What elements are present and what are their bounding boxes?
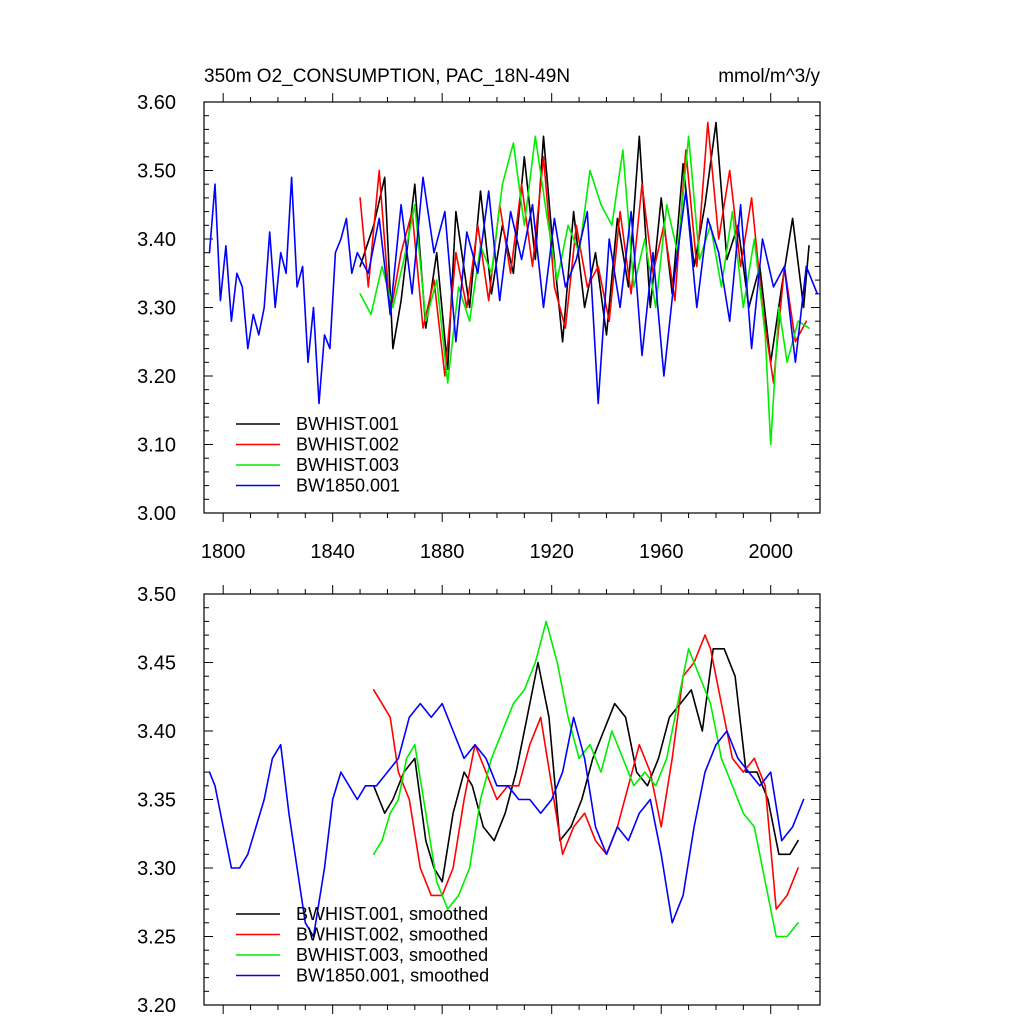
series-line-bwhist-002 xyxy=(359,121,808,384)
panel-bottom: 3.20 3.25 3.30 3.35 3.40 3.45 3.50 BWHIST.001, … xyxy=(137,584,821,1017)
y-tick-label: 3.30 xyxy=(137,858,176,880)
x-tick-label: 2000 xyxy=(748,541,793,563)
y-tick-label: 3.10 xyxy=(137,435,176,457)
series-line-bw1850-001 xyxy=(208,176,819,405)
x-tick-label: 1920 xyxy=(529,541,574,563)
y-tick-label: 3.60 xyxy=(137,92,176,114)
panel-top: 350m O2_CONSUMPTION, PAC_18N-49N mmol/m^… xyxy=(137,66,821,563)
series-line-bwhist-001-smoothed xyxy=(372,647,799,883)
y-tick-label: 3.20 xyxy=(137,366,176,388)
chart-units: mmol/m^3/y xyxy=(718,66,820,87)
x-tick-label: 1960 xyxy=(639,541,684,563)
y-tick-label: 3.40 xyxy=(137,721,176,743)
y-tick-label: 3.00 xyxy=(137,503,176,525)
series-line-bwhist-003 xyxy=(359,135,810,446)
legend-label: BWHIST.003 xyxy=(296,455,399,475)
y-tick-label: 3.45 xyxy=(137,653,176,675)
legend-label: BWHIST.001, smoothed xyxy=(296,904,488,924)
legend-label: BWHIST.001 xyxy=(296,414,399,434)
x-tick-label: 1800 xyxy=(201,541,246,563)
legend-label: BWHIST.002 xyxy=(296,435,399,455)
legend-label: BWHIST.002, smoothed xyxy=(296,925,488,945)
x-tick-label: 1880 xyxy=(420,541,465,563)
y-tick-label: 3.50 xyxy=(137,584,176,606)
x-tick-label: 1840 xyxy=(310,541,355,563)
series-line-bwhist-003-smoothed xyxy=(372,620,799,938)
y-tick-label: 3.25 xyxy=(137,927,176,949)
series-line-bw1850-001-smoothed xyxy=(208,702,805,938)
legend-label: BW1850.001, smoothed xyxy=(296,966,489,986)
y-tick-label: 3.50 xyxy=(137,161,176,183)
legend-label: BWHIST.003, smoothed xyxy=(296,945,488,965)
legend-label: BW1850.001 xyxy=(296,476,400,496)
series-line-bwhist-002-smoothed xyxy=(372,634,799,910)
y-tick-label: 3.30 xyxy=(137,298,176,320)
chart-title: 350m O2_CONSUMPTION, PAC_18N-49N xyxy=(204,66,570,87)
y-tick-label: 3.35 xyxy=(137,790,176,812)
y-tick-label: 3.40 xyxy=(137,229,176,251)
series-line-bwhist-001 xyxy=(359,121,810,371)
y-tick-label: 3.20 xyxy=(137,995,176,1017)
